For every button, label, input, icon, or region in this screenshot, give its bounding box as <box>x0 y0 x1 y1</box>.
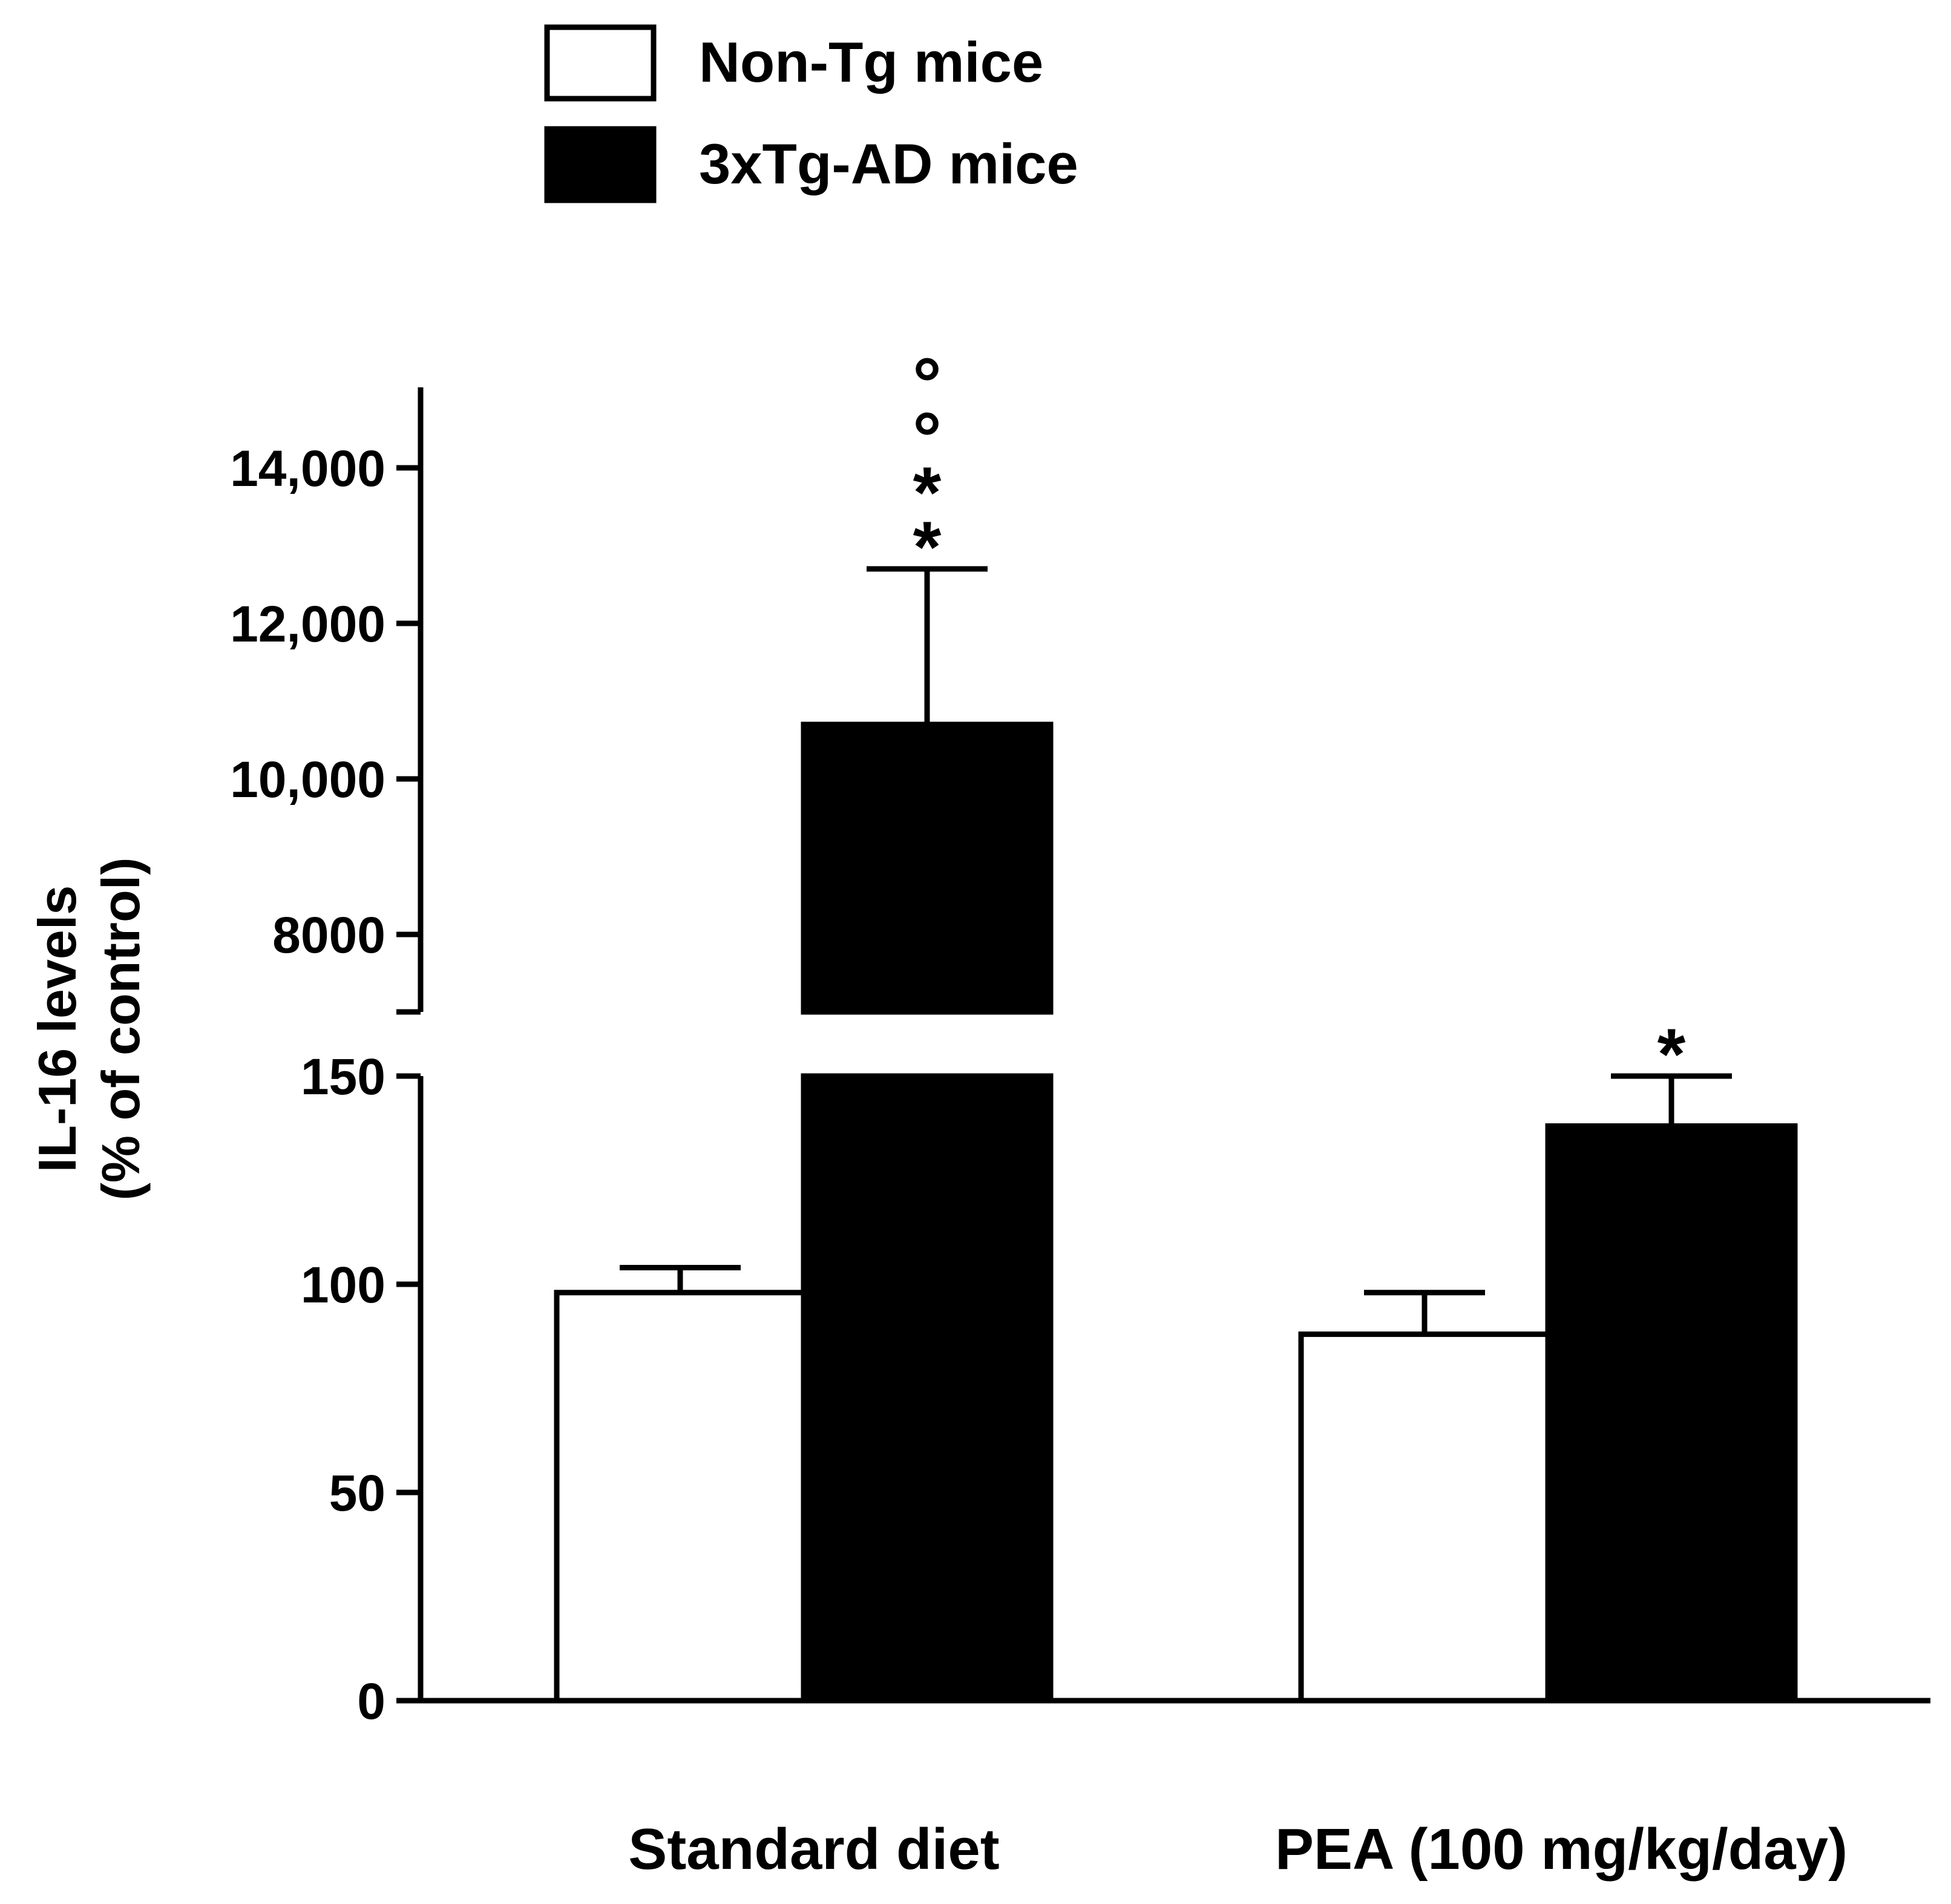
legend-label: 3xTg-AD mice <box>699 132 1078 195</box>
y-tick-label: 100 <box>301 1256 385 1313</box>
y-axis-title: IL-16 levels (% of control) <box>27 857 151 1200</box>
significance-marker: * <box>913 452 942 533</box>
significance-marker: * <box>1658 1014 1686 1095</box>
bar <box>801 1073 1054 1704</box>
legend-swatch <box>544 24 657 102</box>
y-tick-label: 12,000 <box>230 596 385 652</box>
significance-marker: ° <box>913 398 942 479</box>
x-category-label: Standard diet <box>628 1817 999 1882</box>
legend-swatch <box>544 126 657 203</box>
axes: 0 50 100 150 8000 10,000 12,000 14,000 <box>230 387 1930 1730</box>
y-tick-label: 150 <box>301 1048 385 1105</box>
y-tick-label: 50 <box>329 1465 385 1522</box>
y-tick-label: 8000 <box>272 907 385 963</box>
bar <box>1298 1331 1551 1704</box>
y-axis-title-line1: IL-16 levels <box>27 885 87 1173</box>
legend: Non-Tg mice 3xTg-AD mice <box>544 24 1078 203</box>
significance-marker: * <box>913 507 942 588</box>
legend-label: Non-Tg mice <box>699 30 1043 94</box>
category-labels: Standard diet PEA (100 mg/kg/day) <box>628 1817 1848 1882</box>
y-tick-label: 10,000 <box>230 751 385 808</box>
y-tick-label: 0 <box>357 1673 385 1730</box>
bar <box>1545 1123 1798 1704</box>
x-category-label: PEA (100 mg/kg/day) <box>1275 1817 1848 1882</box>
y-tick-label: 14,000 <box>230 440 385 497</box>
bar <box>554 1290 807 1704</box>
significance-marker: ° <box>913 343 942 424</box>
bar-upper-segment <box>801 721 1054 1015</box>
bars: **°°* <box>554 343 1798 1704</box>
y-axis-title-line2: (% of control) <box>91 857 151 1200</box>
